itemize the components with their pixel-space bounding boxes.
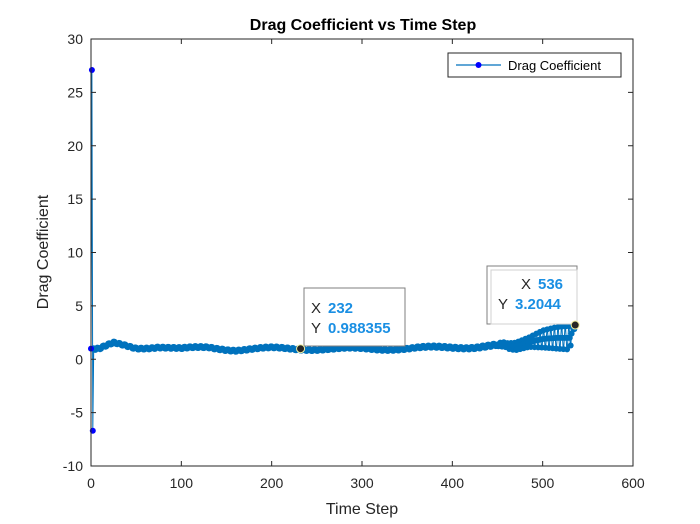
x-tick-label: 500 <box>531 475 555 491</box>
y-tick-label: -10 <box>63 458 83 474</box>
datatip-2-x-value: 536 <box>538 276 563 293</box>
y-tick-label: 0 <box>75 351 83 367</box>
legend-entry-drag-coefficient: Drag Coefficient <box>508 58 601 73</box>
axes-layer <box>90 38 634 467</box>
x-tick-label: 100 <box>170 475 194 491</box>
datatip-2-x-key: X <box>521 276 531 293</box>
legend[interactable]: Drag Coefficient <box>447 52 622 78</box>
series-point-spike <box>88 66 95 73</box>
y-tick-label: 30 <box>67 31 83 47</box>
datatip-1-x-key: X <box>311 300 321 317</box>
x-tick-label: 200 <box>260 475 284 491</box>
datatip-2-y-value: 3.2044 <box>515 296 562 313</box>
datatip-1-y-value: 0.988355 <box>328 320 391 337</box>
x-tick-labels: 0 100 200 300 400 500 600 <box>87 475 645 491</box>
series-point <box>567 342 574 349</box>
legend-marker-sample <box>475 62 482 68</box>
y-tick-label: 25 <box>67 84 83 100</box>
datatip-2[interactable]: X 536 Y 3.2044 <box>486 265 578 325</box>
series-point <box>564 346 571 353</box>
y-tick-label: 20 <box>67 138 83 154</box>
datatip-2-shadow <box>490 269 578 325</box>
datatip-1-marker <box>296 344 306 354</box>
chart-title: Drag Coefficient vs Time Step <box>250 17 477 34</box>
y-axis-label: Drag Coefficient <box>35 194 52 309</box>
x-tick-label: 0 <box>87 475 95 491</box>
y-tick-label: 10 <box>67 245 83 261</box>
datatip-2-marker <box>570 320 580 330</box>
y-tick-label: 15 <box>67 191 83 207</box>
y-tick-label: 5 <box>75 298 83 314</box>
y-tick-labels: -10 -5 0 5 10 15 20 25 30 <box>63 31 83 474</box>
datatip-2-y-key: Y <box>498 296 508 313</box>
datatip-1[interactable]: X 232 Y 0.988355 <box>303 287 406 347</box>
datatip-markers <box>296 320 580 354</box>
x-tick-label: 300 <box>350 475 374 491</box>
datatip-1-box <box>303 287 406 347</box>
y-tick-label: -5 <box>71 405 84 421</box>
x-axis-label: Time Step <box>326 501 398 518</box>
plot-area[interactable] <box>91 39 633 466</box>
x-tick-label: 400 <box>441 475 465 491</box>
datatip-1-x-value: 232 <box>328 300 353 317</box>
datatip-2-box <box>486 265 578 325</box>
datatip-1-y-key: Y <box>311 320 321 337</box>
x-tick-label: 600 <box>621 475 645 491</box>
